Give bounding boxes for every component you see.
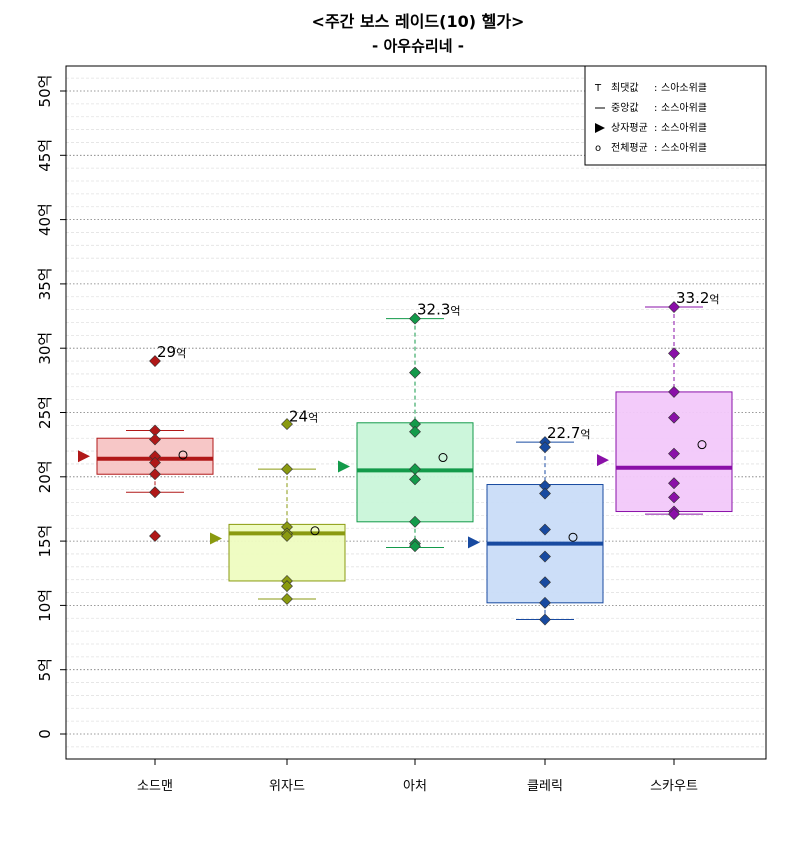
- overall-mean-marker: [568, 532, 578, 542]
- legend-value: 스아소위클: [661, 81, 707, 94]
- y-tick-label: 25억: [36, 396, 54, 429]
- data-point: [149, 433, 161, 446]
- data-point: [409, 540, 421, 553]
- legend-label: 중앙값: [611, 102, 639, 114]
- max-value-label: 24억: [289, 407, 318, 425]
- y-tick-label: 20억: [36, 460, 54, 493]
- box-group: 33.2억: [597, 289, 733, 521]
- legend-separator: :: [654, 83, 657, 94]
- data-point: [281, 580, 293, 593]
- data-point: [281, 418, 293, 430]
- overall-mean-marker: [438, 453, 448, 463]
- chart-subtitle: - 아우슈리네 -: [372, 37, 464, 55]
- legend-box: [584, 65, 767, 166]
- data-point: [281, 463, 293, 476]
- x-tick-label: 위자드: [269, 779, 305, 794]
- data-point: [149, 468, 161, 481]
- legend-label: 전체평균: [611, 142, 648, 154]
- data-point: [668, 491, 680, 504]
- chart-title: <주간 보스 레이드(10) 헬가>: [312, 12, 525, 31]
- data-point: [668, 385, 680, 398]
- legend-entry: T 최댓값: 스아소위클: [594, 81, 707, 94]
- y-tick-label: 35억: [36, 267, 54, 300]
- data-point: [539, 441, 551, 454]
- legend-entry: 중앙값: 소스아위클: [595, 101, 707, 114]
- x-tick-label: 클레릭: [527, 779, 563, 794]
- legend-entry: o 전체평균: 스소아위클: [595, 141, 707, 154]
- data-point: [668, 447, 680, 460]
- data-point: [149, 486, 161, 499]
- box-group: 24억: [210, 407, 346, 605]
- legend-separator: :: [654, 143, 657, 154]
- legend-label: 상자평균: [611, 122, 648, 134]
- legend-symbol-text: T: [594, 83, 602, 94]
- legend-label: 최댓값: [611, 82, 639, 94]
- data-point: [668, 347, 680, 360]
- data-point: [668, 411, 680, 424]
- legend-symbol-triangle: [595, 123, 605, 133]
- data-point: [409, 473, 421, 486]
- max-value-label: 29억: [157, 343, 186, 361]
- box-mean-triangle: [210, 532, 222, 545]
- data-point: [409, 366, 421, 379]
- data-point: [539, 596, 551, 609]
- data-point: [668, 508, 680, 521]
- legend-separator: :: [654, 123, 657, 134]
- max-value-label: 32.3억: [417, 301, 461, 319]
- y-tick-label: 30억: [36, 332, 54, 365]
- overall-mean-marker: [310, 526, 320, 536]
- data-point: [539, 613, 551, 626]
- legend-symbol-text: o: [595, 143, 601, 154]
- x-tick-label: 스카우트: [650, 779, 698, 794]
- data-point: [539, 576, 551, 589]
- data-point: [668, 301, 680, 313]
- data-point: [281, 530, 293, 542]
- overall-mean-marker: [697, 440, 707, 450]
- data-point: [149, 355, 161, 367]
- box-mean-triangle: [338, 460, 350, 473]
- box-mean-triangle: [468, 536, 480, 549]
- data-point: [149, 456, 161, 469]
- data-point: [409, 312, 421, 325]
- y-tick-label: 15억: [36, 525, 54, 558]
- legend-value: 소스아위클: [661, 101, 707, 114]
- data-point: [539, 487, 551, 500]
- y-tick-label: 50억: [36, 75, 54, 108]
- data-point: [539, 523, 551, 536]
- y-tick-label: 0: [36, 729, 54, 739]
- legend-separator: :: [654, 103, 657, 114]
- box-group: 32.3억: [338, 301, 474, 553]
- x-tick-label: 아처: [403, 779, 427, 794]
- y-tick-label: 10억: [36, 589, 54, 622]
- data-point: [409, 515, 421, 528]
- data-point: [539, 550, 551, 563]
- data-point: [409, 425, 421, 438]
- box-mean-triangle: [597, 454, 609, 467]
- data-point: [668, 477, 680, 490]
- legend-value: 스소아위클: [661, 141, 707, 154]
- x-tick-label: 소드맨: [137, 779, 173, 794]
- box-group: 22.7억: [468, 424, 604, 626]
- max-value-label: 33.2억: [676, 289, 720, 307]
- box-mean-triangle: [78, 450, 90, 463]
- overall-mean-marker: [178, 450, 188, 460]
- max-value-label: 22.7억: [547, 424, 591, 442]
- y-tick-label: 45억: [36, 139, 54, 172]
- y-tick-label: 5억: [36, 658, 54, 681]
- data-point: [281, 593, 293, 605]
- data-point: [149, 530, 161, 542]
- legend-value: 소스아위클: [661, 121, 707, 134]
- box-group: 29억: [78, 343, 214, 542]
- legend-entry: 상자평균: 소스아위클: [595, 121, 707, 134]
- y-tick-label: 40억: [36, 203, 54, 236]
